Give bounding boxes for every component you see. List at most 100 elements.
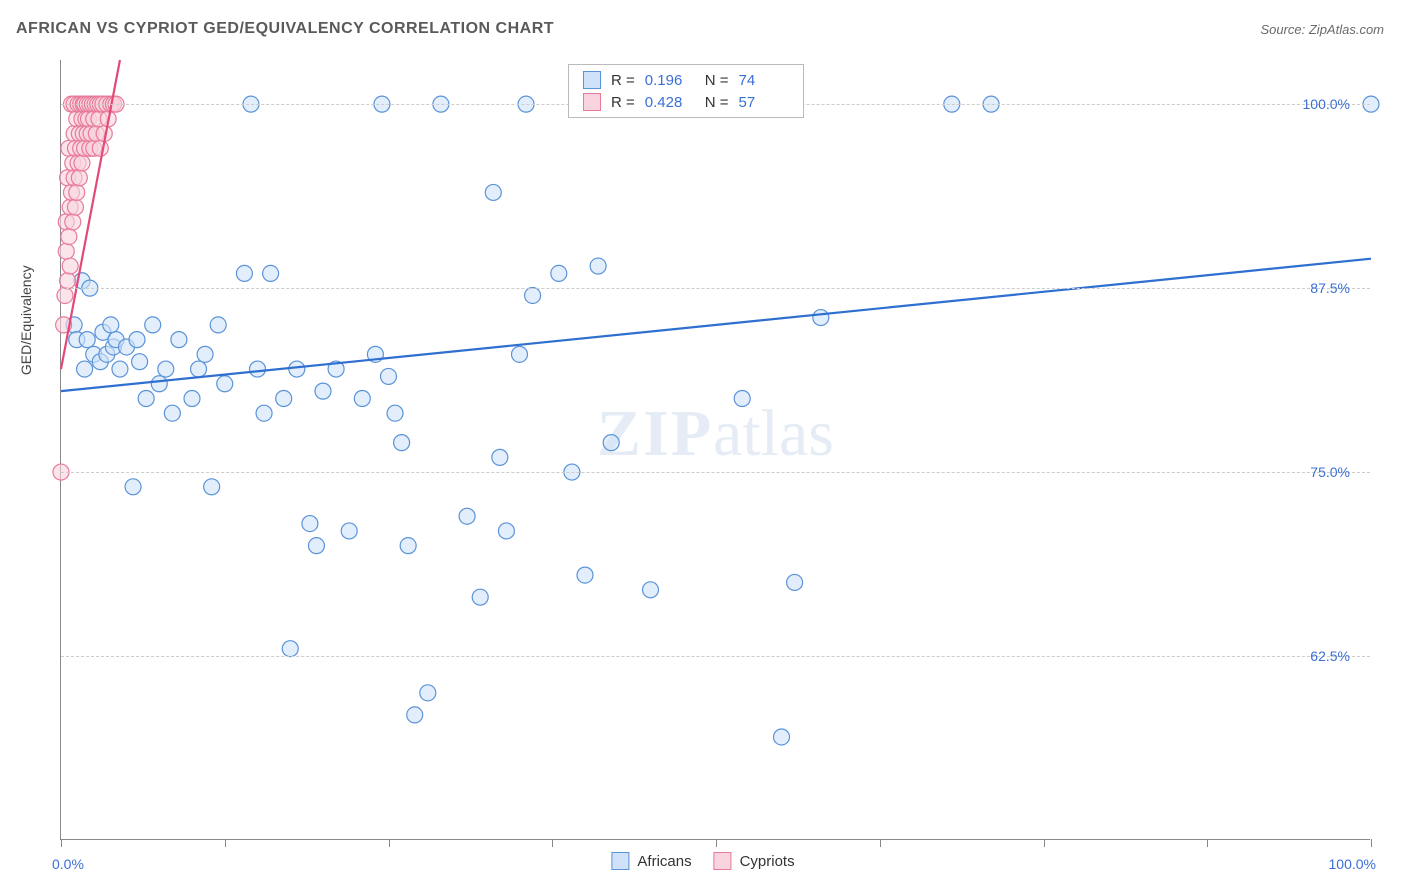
data-point-africans [197,346,213,362]
r-value: 0.428 [645,94,695,111]
legend-swatch [611,852,629,870]
legend-swatch [583,93,601,111]
data-point-africans [420,685,436,701]
data-point-africans [492,449,508,465]
y-axis-label: GED/Equivalency [18,265,34,375]
data-point-africans [145,317,161,333]
x-tick [1207,839,1208,847]
data-point-africans [302,516,318,532]
data-point-cypriots [74,155,90,171]
plot-svg [61,60,1370,839]
data-point-cypriots [92,140,108,156]
stats-row: R = 0.196 N = 74 [569,69,803,91]
data-point-africans [734,390,750,406]
data-point-africans [256,405,272,421]
r-label: R = [611,72,635,89]
x-tick [1044,839,1045,847]
data-point-cypriots [65,214,81,230]
correlation-chart: AFRICAN VS CYPRIOT GED/EQUIVALENCY CORRE… [0,0,1406,892]
data-point-africans [400,538,416,554]
data-point-africans [77,361,93,377]
data-point-africans [184,390,200,406]
r-label: R = [611,94,635,111]
legend: Africans Cypriots [611,852,794,870]
data-point-africans [354,390,370,406]
chart-title: AFRICAN VS CYPRIOT GED/EQUIVALENCY CORRE… [16,20,554,38]
data-point-africans [774,729,790,745]
data-point-africans [787,574,803,590]
legend-label: Africans [637,853,691,870]
x-max-label: 100.0% [1329,856,1376,872]
data-point-africans [387,405,403,421]
data-point-africans [381,368,397,384]
data-point-africans [276,390,292,406]
data-point-africans [643,582,659,598]
data-point-africans [472,589,488,605]
data-point-cypriots [71,170,87,186]
y-tick-label: 62.5% [1310,648,1350,664]
y-tick-label: 100.0% [1303,96,1350,112]
data-point-cypriots [57,287,73,303]
n-label: N = [705,72,729,89]
x-min-label: 0.0% [52,856,84,872]
data-point-africans [341,523,357,539]
n-value: 74 [739,72,789,89]
gridline [61,288,1370,289]
data-point-africans [129,332,145,348]
data-point-africans [282,641,298,657]
gridline [61,656,1370,657]
data-point-africans [263,265,279,281]
x-tick [389,839,390,847]
data-point-africans [103,317,119,333]
stats-box: R = 0.196 N = 74 R = 0.428 N = 57 [568,64,804,118]
data-point-cypriots [61,229,77,245]
x-tick [225,839,226,847]
x-tick [716,839,717,847]
legend-item-cypriots: Cypriots [714,852,795,870]
legend-label: Cypriots [740,853,795,870]
data-point-africans [158,361,174,377]
data-point-africans [112,361,128,377]
x-tick [880,839,881,847]
data-point-africans [204,479,220,495]
data-point-africans [151,376,167,392]
y-tick-label: 87.5% [1310,280,1350,296]
data-point-africans [171,332,187,348]
data-point-africans [191,361,207,377]
data-point-africans [512,346,528,362]
n-value: 57 [739,94,789,111]
data-point-africans [210,317,226,333]
data-point-africans [250,361,266,377]
data-point-africans [138,390,154,406]
legend-swatch [714,852,732,870]
data-point-cypriots [67,199,83,215]
source-label: Source: ZipAtlas.com [1260,22,1384,37]
data-point-cypriots [60,273,76,289]
data-point-africans [525,287,541,303]
data-point-africans [308,538,324,554]
data-point-africans [603,435,619,451]
data-point-cypriots [62,258,78,274]
data-point-africans [315,383,331,399]
data-point-cypriots [69,184,85,200]
data-point-cypriots [58,243,74,259]
data-point-africans [459,508,475,524]
gridline [61,472,1370,473]
trend-line-africans [61,259,1371,391]
data-point-africans [498,523,514,539]
y-tick-label: 75.0% [1310,464,1350,480]
n-label: N = [705,94,729,111]
data-point-africans [485,184,501,200]
data-point-africans [132,354,148,370]
data-point-africans [407,707,423,723]
data-point-africans [551,265,567,281]
legend-item-africans: Africans [611,852,691,870]
data-point-africans [577,567,593,583]
x-tick [552,839,553,847]
r-value: 0.196 [645,72,695,89]
plot-area: ZIPatlas 62.5%75.0%87.5%100.0% [60,60,1370,840]
data-point-africans [289,361,305,377]
data-point-africans [590,258,606,274]
data-point-africans [164,405,180,421]
data-point-africans [394,435,410,451]
